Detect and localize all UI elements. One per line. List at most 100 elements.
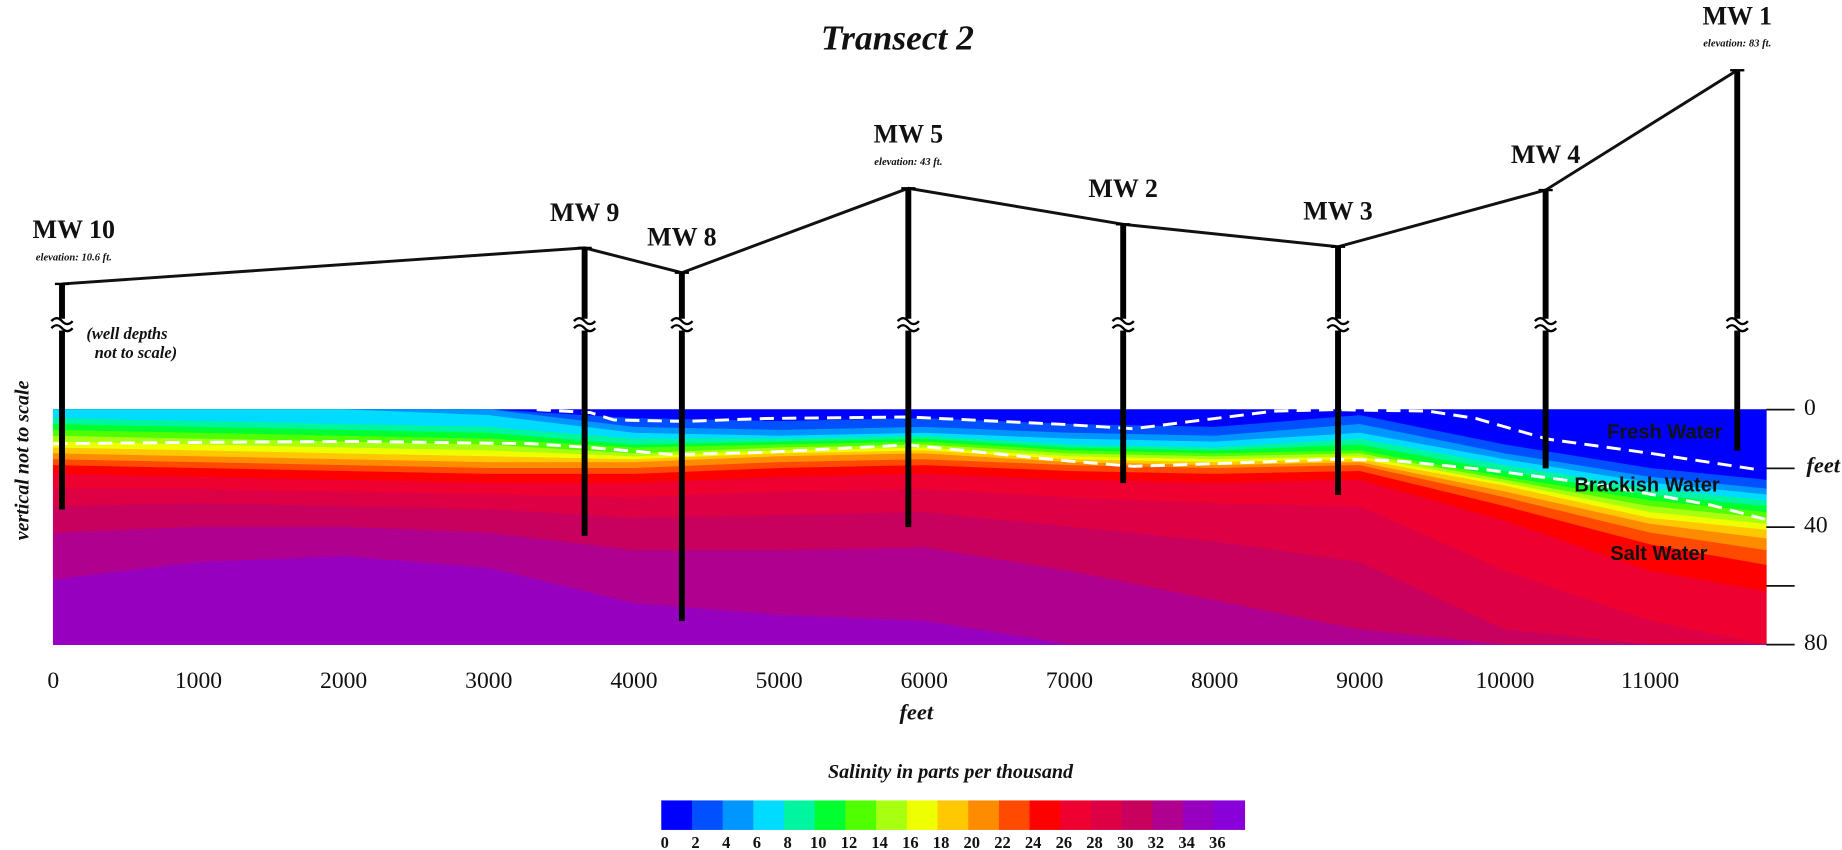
break-gap <box>1727 318 1747 331</box>
colorbar-tick-label: 36 <box>1209 833 1226 850</box>
colorbar-bin <box>845 800 877 830</box>
overlay: MW 10 elevation: 10.6 ft. MW 9 MW 8 MW 5 elev… <box>33 1 1772 622</box>
x-tick-label: 8000 <box>1191 668 1238 694</box>
break-gap <box>672 318 692 331</box>
well-elevation: elevation: 10.6 ft. <box>36 252 112 263</box>
colorbar-tick-label: 6 <box>753 833 761 850</box>
zone-label: Brackish Water <box>1574 475 1719 497</box>
well-name: MW 9 <box>550 198 620 227</box>
break-symbol <box>670 324 694 333</box>
colorbar-tick-label: 22 <box>994 833 1011 850</box>
break-symbol <box>1111 316 1135 326</box>
colorbar-title: Salinity in parts per thousand <box>828 761 1074 783</box>
colorbar-tick-label: 20 <box>964 833 981 850</box>
break-symbol <box>670 316 694 326</box>
colorbar-tick-label: 0 <box>661 833 669 850</box>
colorbar-tick-label: 12 <box>841 833 858 850</box>
x-tick-label: 2000 <box>320 668 367 694</box>
break-gap <box>898 318 918 331</box>
colorbar-bin <box>1060 800 1092 830</box>
x-tick-label: 9000 <box>1336 668 1383 694</box>
colorbar-tick-label: 4 <box>722 833 730 850</box>
well-name: MW 5 <box>874 119 944 148</box>
colorbar-bin <box>1213 800 1246 830</box>
y-tick-label: 80 <box>1804 630 1828 656</box>
well-name: MW 3 <box>1303 197 1373 226</box>
colorbar-tick-label: 24 <box>1025 833 1042 850</box>
x-tick-label: 4000 <box>610 668 657 694</box>
colorbar-tick-label: 26 <box>1056 833 1073 850</box>
well-name: MW 2 <box>1088 174 1158 203</box>
break-symbol <box>896 324 920 333</box>
chart-title: Transect 2 <box>821 17 974 57</box>
well-name: MW 10 <box>33 215 115 244</box>
colorbar-bin <box>661 800 693 830</box>
ground-surface <box>61 68 1739 286</box>
break-symbol <box>896 316 920 326</box>
break-symbol <box>1111 324 1135 333</box>
colorbar-tick-label: 34 <box>1178 833 1195 850</box>
x-tick-label: 11000 <box>1621 668 1679 694</box>
x-tick-label: 5000 <box>756 668 803 694</box>
salinity-band <box>52 556 1767 645</box>
x-tick-label: 10000 <box>1475 668 1534 694</box>
colorbar-tick-label: 2 <box>691 833 699 850</box>
colorbar-bin <box>1152 800 1184 830</box>
colorbar-tick-label: 18 <box>933 833 950 850</box>
break-symbol <box>1725 324 1749 333</box>
colorbar-bin <box>906 800 939 830</box>
x-tick-label: 7000 <box>1046 668 1093 694</box>
colorbar-tick-label: 28 <box>1086 833 1103 850</box>
break-gap <box>1536 318 1556 331</box>
colorbar-bin <box>998 800 1031 830</box>
zone-label: Fresh Water <box>1607 422 1722 444</box>
y-axis-label: feet <box>1806 453 1840 478</box>
break-symbol <box>1725 316 1749 326</box>
colorbar-bin <box>1029 800 1061 830</box>
colorbar-bin <box>814 800 847 830</box>
break-symbol <box>50 316 74 326</box>
colorbar-bin <box>691 800 724 830</box>
note: not to scale) <box>95 343 178 362</box>
colorbar-bin <box>722 800 754 830</box>
x-tick-label: 1000 <box>175 668 222 694</box>
break-symbol <box>573 316 597 326</box>
break-symbol <box>1326 324 1350 333</box>
colorbar-tick-label: 30 <box>1117 833 1134 850</box>
well-name: MW 1 <box>1702 1 1772 30</box>
well-name: MW 8 <box>647 223 717 252</box>
y-tick-label: 0 <box>1804 395 1816 421</box>
x-tick-label: 6000 <box>901 668 948 694</box>
break-gap <box>1328 318 1348 331</box>
well-elevation: elevation: 83 ft. <box>1703 39 1771 50</box>
colorbar-bin <box>784 800 816 830</box>
colorbar-bin <box>876 800 908 830</box>
x-axis-label: feet <box>899 699 933 724</box>
break-symbol <box>573 324 597 333</box>
break-gap <box>52 318 72 331</box>
colorbar-bin <box>1121 800 1153 830</box>
break-symbol <box>1326 316 1350 326</box>
x-tick-label: 3000 <box>465 668 512 694</box>
colorbar-bin <box>968 800 1000 830</box>
well-name: MW 4 <box>1511 140 1581 169</box>
break-symbol <box>1534 324 1558 333</box>
colorbar-bin <box>1183 800 1215 830</box>
colorbar-tick-label: 14 <box>871 833 888 850</box>
colorbar-tick-label: 32 <box>1148 833 1165 850</box>
note: (well depths <box>86 324 167 343</box>
well-elevation: elevation: 43 ft. <box>874 157 942 168</box>
y-side-note: vertical not to scale <box>11 380 33 540</box>
break-symbol <box>1534 316 1558 326</box>
x-tick-label: 0 <box>47 668 59 694</box>
zone-boundary <box>53 439 1766 521</box>
break-gap <box>1113 318 1133 331</box>
colorbar-tick-label: 16 <box>902 833 919 850</box>
colorbar-tick-label: 8 <box>783 833 791 850</box>
zone-boundary <box>536 408 1760 472</box>
colorbar-bin <box>1091 800 1123 830</box>
break-symbol <box>50 324 74 333</box>
y-tick-label: 40 <box>1804 513 1828 539</box>
